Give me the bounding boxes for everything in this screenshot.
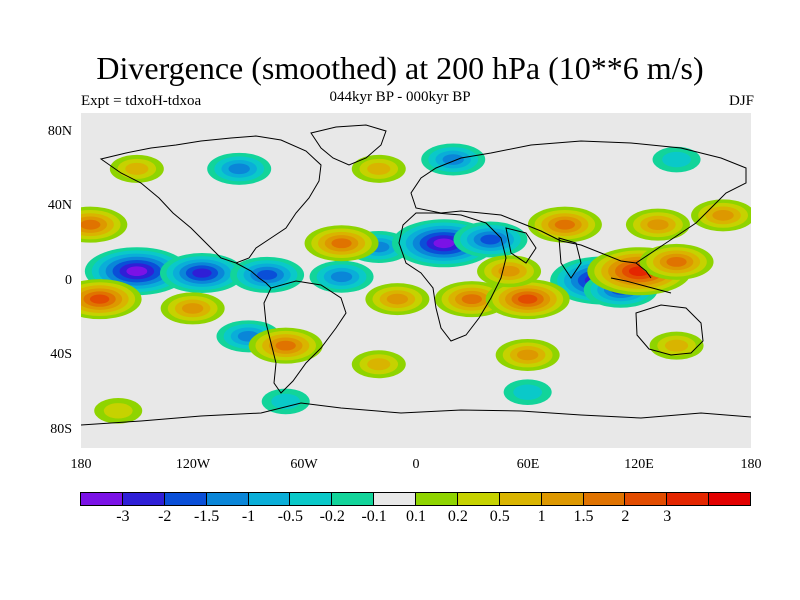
colorbar-swatch: [205, 492, 249, 506]
divergence-contour: [275, 340, 296, 351]
colorbar-swatch: [540, 492, 584, 506]
divergence-contour: [386, 293, 409, 305]
colorbar: [80, 492, 751, 506]
colorbar-label: -2: [158, 508, 172, 525]
lon-tick-label: 180: [70, 457, 92, 472]
divergence-contour: [331, 238, 352, 249]
colorbar-label: -1: [241, 508, 256, 525]
colorbar-swatch: [373, 492, 416, 506]
divergence-contour: [461, 294, 482, 305]
lon-tick-label: 120E: [624, 457, 654, 472]
divergence-contour: [666, 256, 687, 267]
divergence-contour: [433, 238, 455, 249]
chart-title: Divergence (smoothed) at 200 hPa (10**6 …: [96, 50, 704, 86]
divergence-contour: [367, 162, 391, 175]
lat-tick-label: 80S: [50, 422, 72, 437]
divergence-contour: [664, 339, 689, 352]
colorbar-label: 1.5: [573, 508, 594, 525]
colorbar-swatch: [582, 492, 626, 506]
colorbar-swatch: [163, 492, 207, 506]
colorbar-label: -0.5: [277, 508, 304, 525]
divergence-contour: [228, 163, 250, 175]
coastlines: [81, 124, 751, 426]
divergence-field: [81, 143, 751, 424]
divergence-contour: [367, 358, 391, 371]
colorbar-label: 3: [663, 508, 672, 525]
colorbar-label: -1.5: [193, 508, 220, 525]
divergence-contour: [330, 271, 353, 283]
colorbar-label: -0.1: [361, 508, 387, 525]
divergence-contour: [192, 268, 212, 278]
colorbar-swatch: [247, 492, 291, 506]
colorbar-label: 2: [621, 508, 630, 525]
divergence-contour: [513, 384, 543, 400]
lon-tick-label: 180: [740, 457, 762, 472]
lat-tick-label: 0: [65, 273, 72, 288]
colorbar-swatch: [415, 492, 458, 506]
lon-tick-label: 120W: [175, 457, 211, 472]
colorbar-swatch: [624, 492, 668, 506]
map-svg: [81, 113, 751, 448]
divergence-contour: [125, 162, 149, 175]
lat-tick-label: 80N: [47, 124, 72, 139]
divergence-contour: [89, 294, 110, 304]
colorbar-label: -0.2: [319, 508, 345, 525]
divergence-contour: [712, 210, 734, 221]
divergence-contour: [554, 219, 575, 230]
divergence-contour: [517, 349, 539, 361]
colorbar-swatch: [80, 492, 123, 506]
lat-tick-label: 40S: [50, 347, 72, 362]
colorbar-label: -3: [116, 508, 130, 525]
divergence-contour: [182, 303, 204, 314]
chart-subtitle: 044kyr BP - 000kyr BP: [329, 89, 471, 105]
divergence-contour: [126, 266, 148, 276]
colorbar-swatch: [289, 492, 333, 506]
experiment-label: Expt = tdxoH-tdxoa: [81, 93, 202, 109]
colorbar-swatch: [121, 492, 165, 506]
divergence-contour: [517, 294, 538, 304]
divergence-contour: [662, 151, 691, 168]
divergence-contour: [480, 234, 501, 245]
colorbar-swatch: [331, 492, 375, 506]
divergence-contour: [257, 270, 278, 280]
colorbar-swatch: [498, 492, 542, 506]
colorbar-label: 0.1: [406, 508, 426, 525]
divergence-contour: [442, 154, 464, 165]
colorbar-label: 0.2: [447, 508, 468, 525]
colorbar-label: 1: [537, 508, 546, 525]
lon-tick-label: 60W: [290, 457, 318, 472]
lat-tick-label: 40N: [47, 198, 72, 213]
divergence-contour: [103, 403, 133, 419]
lon-tick-label: 0: [412, 457, 420, 472]
colorbar-swatch: [666, 492, 710, 506]
colorbar-label: 0.5: [489, 508, 510, 525]
season-label: DJF: [728, 93, 754, 109]
divergence-contour: [647, 219, 669, 230]
map-plot: [81, 113, 751, 448]
colorbar-swatch: [708, 492, 751, 506]
divergence-contour: [81, 219, 101, 230]
colorbar-swatch: [456, 492, 500, 506]
lon-tick-label: 60E: [516, 457, 540, 472]
